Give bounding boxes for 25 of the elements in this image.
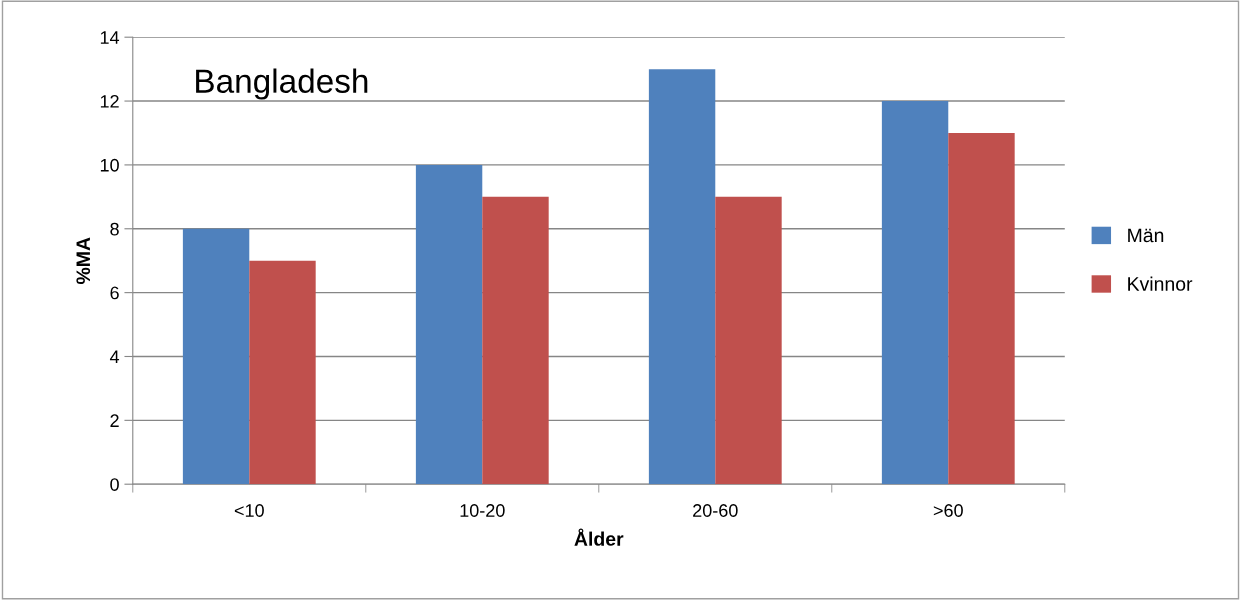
y-tick-label: 0 xyxy=(110,478,119,491)
bar xyxy=(648,69,716,485)
y-tick-label: 2 xyxy=(110,414,119,427)
y-tick-label: 12 xyxy=(100,94,119,108)
bar xyxy=(948,132,1015,485)
bar xyxy=(249,260,316,485)
y-tick-label: 14 xyxy=(100,31,120,44)
x-tick-label: 20-60 xyxy=(693,504,738,517)
bar xyxy=(415,164,483,485)
x-axis-title: Ålder xyxy=(574,528,624,546)
y-axis-title: %MA xyxy=(76,237,91,284)
text: Bangladesh xyxy=(196,68,368,100)
x-tick-label: <10 xyxy=(234,504,264,517)
y-tick-label: 10 xyxy=(100,158,119,172)
bar xyxy=(482,196,549,485)
y-tick-label: 4 xyxy=(109,350,120,364)
bar xyxy=(182,228,250,485)
x-tick-label: >60 xyxy=(933,504,963,517)
y-tick-label: 6 xyxy=(110,286,119,300)
y-tick-label: 8 xyxy=(110,222,119,236)
x-tick-label: 10-20 xyxy=(460,504,505,517)
legend-label: Kvinnor xyxy=(1128,276,1193,291)
bar xyxy=(881,101,949,485)
bar xyxy=(715,196,782,485)
legend-label: Män xyxy=(1128,228,1164,243)
